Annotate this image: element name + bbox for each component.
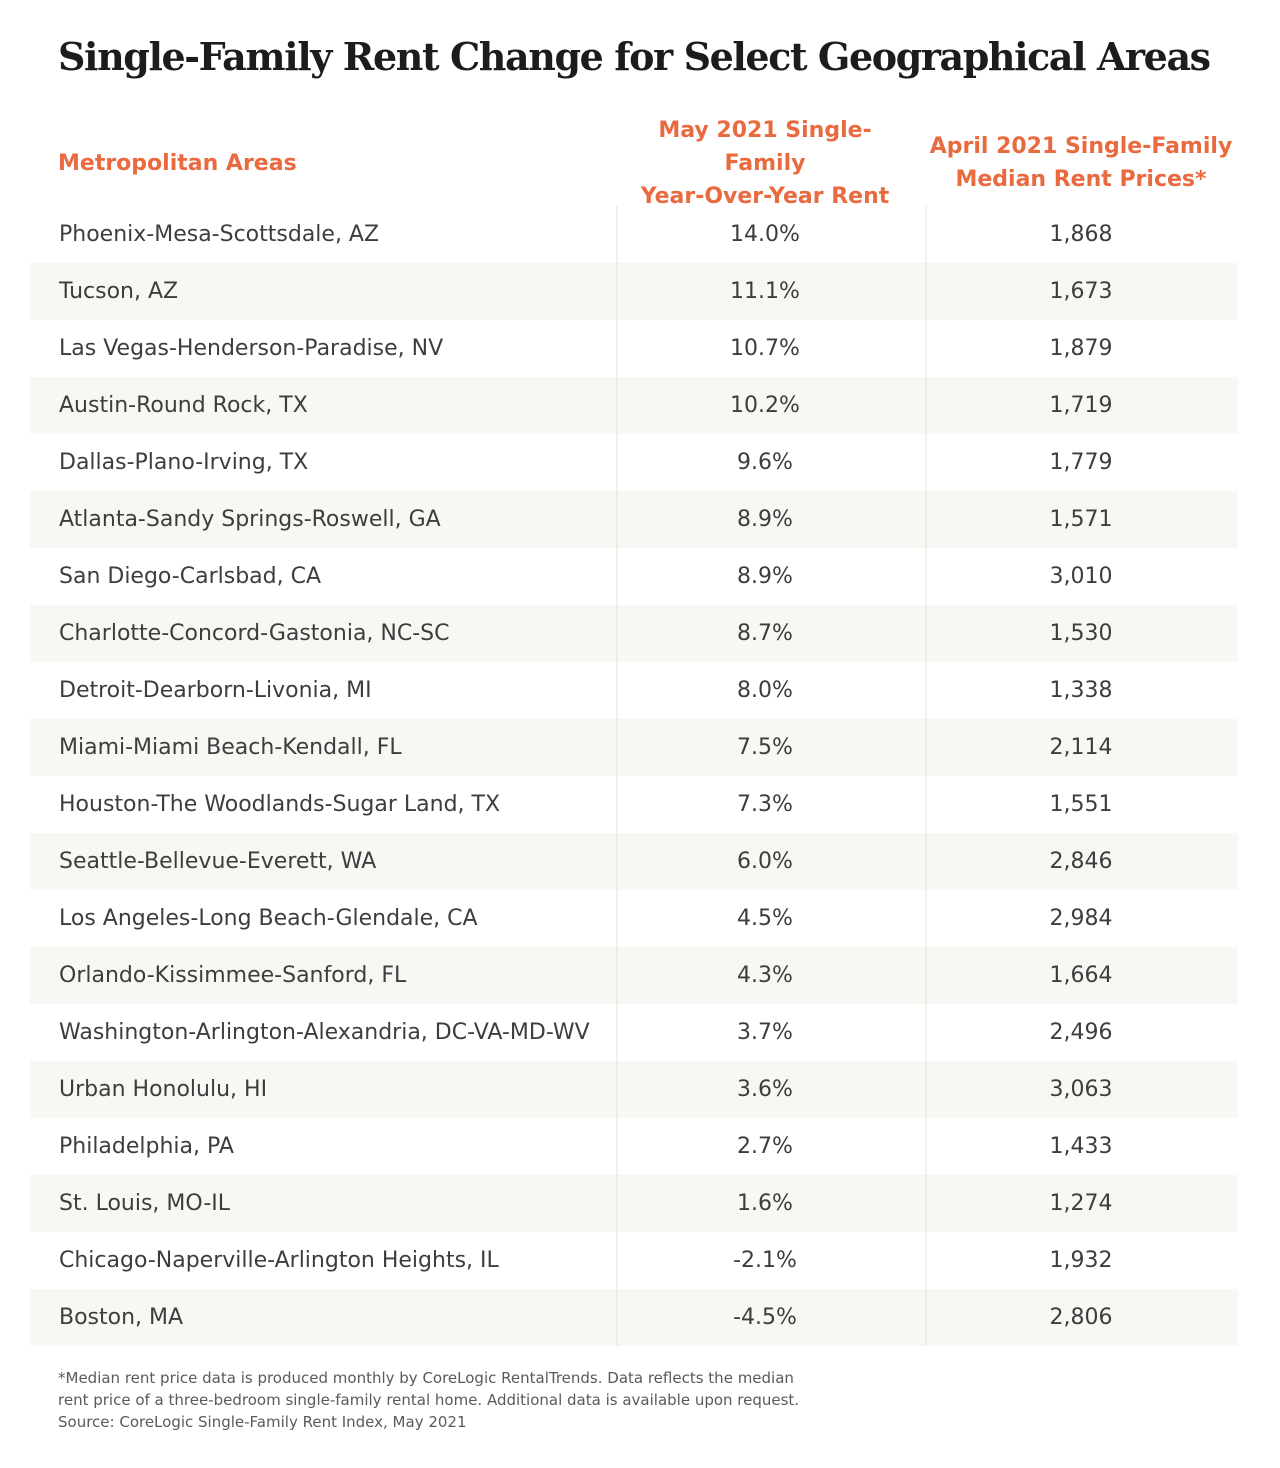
yoy-rent-cell: 1.6% [737, 1191, 793, 1216]
area-cell: Phoenix-Mesa-Scottsdale, AZ [59, 222, 380, 247]
area-cell: Orlando-Kissimmee-Sanford, FL [59, 963, 407, 988]
area-cell: St. Louis, MO-IL [59, 1191, 231, 1216]
median-rent-cell: 1,932 [1049, 1248, 1113, 1273]
table-row: Houston-The Woodlands-Sugar Land, TX 7.3%… [30, 776, 1238, 833]
area-cell: Seattle-Bellevue-Everett, WA [59, 849, 377, 874]
table-row: Las Vegas-Henderson-Paradise, NV 10.7% 1,8… [30, 320, 1238, 377]
yoy-rent-cell: 10.2% [730, 393, 800, 418]
yoy-rent-cell: 7.5% [737, 735, 793, 760]
table-row: Dallas-Plano-Irving, TX 9.6% 1,779 [30, 434, 1238, 491]
table-row: Urban Honolulu, HI 3.6% 3,063 [30, 1061, 1238, 1118]
source-line: Source: CoreLogic Single-Family Rent Ind… [58, 1413, 467, 1431]
table-row: Philadelphia, PA 2.7% 1,433 [30, 1118, 1238, 1175]
median-rent-cell: 2,496 [1049, 1020, 1113, 1045]
table-row: Los Angeles-Long Beach-Glendale, CA 4.5% 2… [30, 890, 1238, 947]
yoy-rent-cell: 8.9% [737, 564, 793, 589]
table-row: Tucson, AZ 11.1% 1,673 [30, 263, 1238, 320]
median-rent-cell: 1,338 [1049, 678, 1113, 703]
table-row: Washington-Arlington-Alexandria, DC-VA-M… [30, 1004, 1238, 1061]
area-cell: Los Angeles-Long Beach-Glendale, CA [59, 906, 478, 931]
yoy-rent-cell: 11.1% [730, 279, 800, 304]
median-rent-cell: 2,114 [1049, 735, 1113, 760]
median-rent-cell: 1,433 [1049, 1134, 1113, 1159]
yoy-rent-cell: 9.6% [737, 450, 793, 475]
yoy-rent-cell: 4.3% [737, 963, 793, 988]
column-header-median-rent: April 2021 Single-Family Median Rent Pri… [928, 122, 1234, 204]
median-rent-cell: 2,846 [1049, 849, 1113, 874]
yoy-rent-cell: -4.5% [733, 1305, 797, 1330]
median-rent-cell: 1,868 [1049, 222, 1113, 247]
median-rent-cell: 1,274 [1049, 1191, 1113, 1216]
column-header-yoy-rent: May 2021 Single-Family Year-Over-Year Re… [618, 118, 912, 209]
median-rent-cell: 3,063 [1049, 1077, 1113, 1102]
area-cell: Atlanta-Sandy Springs-Roswell, GA [59, 507, 441, 532]
chart-title: Single-Family Rent Change for Select Geo… [58, 34, 1211, 79]
footnote-line: rent price of a three-bedroom single-fam… [58, 1391, 800, 1409]
area-cell: Philadelphia, PA [59, 1134, 234, 1159]
yoy-rent-cell: 8.9% [737, 507, 793, 532]
column-header-line: Median Rent Prices* [955, 167, 1207, 192]
median-rent-cell: 3,010 [1049, 564, 1113, 589]
area-cell: Houston-The Woodlands-Sugar Land, TX [59, 792, 501, 817]
yoy-rent-cell: 6.0% [737, 849, 793, 874]
table-row: Miami-Miami Beach-Kendall, FL 7.5% 2,114 [30, 719, 1238, 776]
area-cell: Boston, MA [59, 1305, 184, 1330]
column-header-line: Metropolitan Areas [58, 150, 297, 176]
area-cell: San Diego-Carlsbad, CA [59, 564, 322, 589]
table-row: Charlotte-Concord-Gastonia, NC-SC 8.7% 1,5… [30, 605, 1238, 662]
column-header-line: Year-Over-Year Rent [640, 183, 890, 209]
area-cell: Miami-Miami Beach-Kendall, FL [59, 735, 402, 760]
table-row: Orlando-Kissimmee-Sanford, FL 4.3% 1,664 [30, 947, 1238, 1004]
area-cell: Tucson, AZ [59, 279, 179, 304]
column-header-metropolitan-areas: Metropolitan Areas [58, 122, 297, 204]
median-rent-cell: 1,551 [1049, 792, 1113, 817]
median-rent-cell: 1,530 [1049, 621, 1113, 646]
table-row: Phoenix-Mesa-Scottsdale, AZ 14.0% 1,868 [30, 206, 1238, 263]
rent-table: Phoenix-Mesa-Scottsdale, AZ 14.0% 1,868 Tuc… [30, 206, 1238, 1346]
area-cell: Chicago-Naperville-Arlington Heights, IL [59, 1248, 499, 1273]
median-rent-cell: 1,664 [1049, 963, 1113, 988]
yoy-rent-cell: 3.6% [737, 1077, 793, 1102]
median-rent-cell: 2,984 [1049, 906, 1113, 931]
median-rent-cell: 1,571 [1049, 507, 1113, 532]
area-cell: Urban Honolulu, HI [59, 1077, 268, 1102]
table-row: Austin-Round Rock, TX 10.2% 1,719 [30, 377, 1238, 434]
median-rent-cell: 1,719 [1049, 393, 1113, 418]
column-header-line: May 2021 Single-Family [658, 117, 872, 176]
area-cell: Detroit-Dearborn-Livonia, MI [59, 678, 372, 703]
table-row: Atlanta-Sandy Springs-Roswell, GA 8.9% 1,5… [30, 491, 1238, 548]
table-row: St. Louis, MO-IL 1.6% 1,274 [30, 1175, 1238, 1232]
yoy-rent-cell: 2.7% [737, 1134, 793, 1159]
yoy-rent-cell: 14.0% [730, 222, 800, 247]
area-cell: Dallas-Plano-Irving, TX [59, 450, 309, 475]
yoy-rent-cell: 8.0% [737, 678, 793, 703]
table-row: Detroit-Dearborn-Livonia, MI 8.0% 1,338 [30, 662, 1238, 719]
column-header-line: April 2021 Single-Family [929, 134, 1233, 159]
area-cell: Washington-Arlington-Alexandria, DC-VA-M… [59, 1020, 590, 1045]
median-rent-cell: 1,673 [1049, 279, 1113, 304]
yoy-rent-cell: 3.7% [737, 1020, 793, 1045]
table-row: Boston, MA -4.5% 2,806 [30, 1289, 1238, 1346]
median-rent-cell: 1,779 [1049, 450, 1113, 475]
footnote: *Median rent price data is produced mont… [58, 1367, 799, 1433]
yoy-rent-cell: 7.3% [737, 792, 793, 817]
footnote-line: *Median rent price data is produced mont… [58, 1369, 794, 1387]
area-cell: Austin-Round Rock, TX [59, 393, 308, 418]
area-cell: Charlotte-Concord-Gastonia, NC-SC [59, 621, 450, 646]
area-cell: Las Vegas-Henderson-Paradise, NV [59, 336, 444, 361]
yoy-rent-cell: -2.1% [733, 1248, 797, 1273]
table-header: Metropolitan Areas May 2021 Single-Famil… [30, 118, 1238, 209]
yoy-rent-cell: 8.7% [737, 621, 793, 646]
yoy-rent-cell: 4.5% [737, 906, 793, 931]
median-rent-cell: 2,806 [1049, 1305, 1113, 1330]
table-row: Chicago-Naperville-Arlington Heights, IL… [30, 1232, 1238, 1289]
table-row: San Diego-Carlsbad, CA 8.9% 3,010 [30, 548, 1238, 605]
table-row: Seattle-Bellevue-Everett, WA 6.0% 2,846 [30, 833, 1238, 890]
median-rent-cell: 1,879 [1049, 336, 1113, 361]
yoy-rent-cell: 10.7% [730, 336, 800, 361]
